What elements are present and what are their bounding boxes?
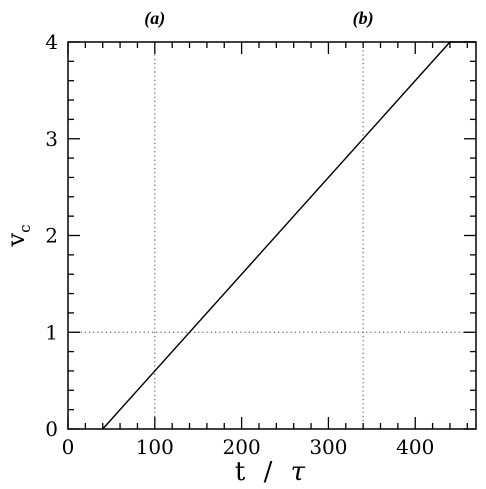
y-tick-label: 4 — [45, 30, 58, 54]
y-tick-label: 2 — [45, 224, 58, 248]
tick-labels: 0 100 200 300 400 0 1 2 3 4 — [45, 30, 434, 459]
x-tick-label: 300 — [309, 435, 347, 459]
annotations: (a) (b) — [144, 8, 373, 29]
x-tick-label: 0 — [62, 435, 75, 459]
y-axis-title-subscript: c — [16, 225, 34, 233]
y-axis-title-main: v — [2, 232, 30, 247]
x-axis-title-main: t — [235, 457, 246, 487]
y-tick-label: 1 — [45, 320, 58, 344]
plot-frame — [67, 41, 477, 430]
x-axis-title-unit: τ — [291, 457, 306, 487]
y-tick-label: 0 — [45, 417, 58, 441]
axis-ticks — [67, 41, 476, 430]
annotation-label-1: (b) — [353, 8, 374, 29]
x-tick-label: 400 — [396, 435, 434, 459]
x-axis-title: t / τ — [235, 457, 306, 487]
x-tick-label: 200 — [223, 435, 261, 459]
x-axis-title-separator: / — [264, 457, 273, 487]
annotation-label-0: (a) — [144, 8, 165, 29]
y-axis-title: vc — [2, 225, 34, 248]
reference-lines — [68, 42, 476, 429]
series-line-0 — [102, 41, 476, 430]
y-tick-label: 3 — [45, 127, 58, 151]
x-tick-label: 100 — [136, 435, 174, 459]
series-layer — [102, 41, 476, 430]
